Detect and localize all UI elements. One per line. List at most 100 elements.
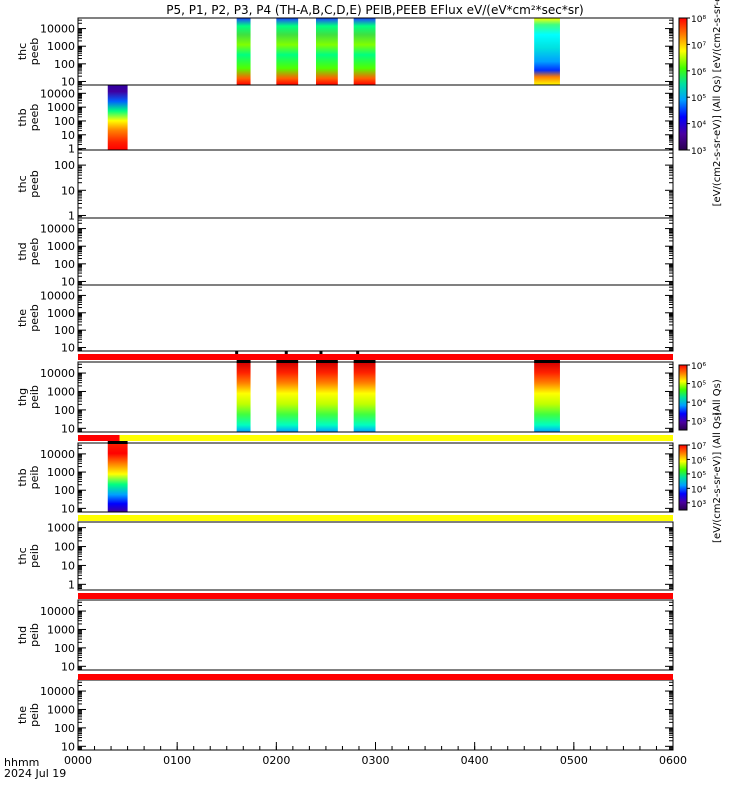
y-tick-label-3-1: 1000 <box>47 240 75 253</box>
y-axis-label-2-0: thc <box>16 175 29 192</box>
y-tick-label-6-2: 100 <box>54 484 75 497</box>
y-axis-label-0-0: thc <box>16 43 29 60</box>
spectrogram-block-5-4 <box>534 362 560 432</box>
y-tick-label-8-0: 10000 <box>40 605 75 618</box>
panel-6: 10000 1000 100 10 thb peib <box>16 441 674 515</box>
status-bar-2-0 <box>78 515 673 521</box>
y-tick-label-3-3: 10 <box>61 275 75 288</box>
y-tick-label-1-1: 1000 <box>47 101 75 114</box>
y-tick-label-9-2: 100 <box>54 722 75 735</box>
spectrogram-block-5-3 <box>353 362 376 432</box>
y-tick-label-0-3: 10 <box>61 75 75 88</box>
y-axis-label-1-0: thb <box>16 108 29 126</box>
panel-frame-1 <box>77 84 674 151</box>
x-tick-label-4: 0400 <box>461 754 489 767</box>
status-bar-3-0 <box>78 593 673 599</box>
y-tick-label-7-0: 1000 <box>47 522 75 535</box>
y-tick-label-3-2: 100 <box>54 258 75 271</box>
y-tick-label-4-1: 1000 <box>47 307 75 320</box>
figure-title: P5, P1, P2, P3, P4 (TH-A,B,C,D,E) PEIB,P… <box>166 3 583 17</box>
y-tick-label-1-4: 1 <box>68 143 75 156</box>
panel-8: 10000 1000 100 10 thd peib <box>16 599 674 673</box>
status-bar-4-0 <box>78 674 673 680</box>
y-axis-label-7-1: peib <box>28 544 41 568</box>
y-axis-label-5-0: thg <box>16 388 29 406</box>
y-tick-label-5-3: 10 <box>61 422 75 435</box>
y-tick-label-5-2: 100 <box>54 404 75 417</box>
colorbar-tick-label-1-3: 10³ <box>691 418 706 428</box>
y-axis-label-2-1: peeb <box>28 170 41 198</box>
spectrogram-block-0-1 <box>276 18 299 85</box>
y-tick-label-4-3: 10 <box>61 342 75 355</box>
status-bar-1-0 <box>78 435 120 441</box>
y-tick-label-6-1: 1000 <box>47 466 75 479</box>
status-bar-1-1 <box>119 435 673 441</box>
x-tick-label-6: 0600 <box>659 754 687 767</box>
y-axis-label-4-0: the <box>16 309 29 327</box>
y-tick-label-1-0: 10000 <box>40 87 75 100</box>
colorbar-tick-label-2-0: 10⁷ <box>691 442 706 452</box>
x-tick-label-3: 0300 <box>362 754 390 767</box>
spectrogram-block-5-0 <box>236 362 251 432</box>
y-axis-label-5-1: peib <box>28 385 41 409</box>
y-tick-label-1-3: 10 <box>61 129 75 142</box>
y-tick-label-8-3: 10 <box>61 660 75 673</box>
colorbar-tick-label-2-2: 10⁵ <box>691 471 706 481</box>
y-axis-label-9-1: peib <box>28 703 41 727</box>
y-tick-label-6-3: 10 <box>61 502 75 515</box>
y-tick-label-4-2: 100 <box>54 324 75 337</box>
spectrogram-block-1-0 <box>107 85 128 150</box>
y-tick-label-2-1: 10 <box>61 184 75 197</box>
status-marker-2 <box>319 351 323 354</box>
colorbar-scale-2 <box>678 444 688 511</box>
panel-0: 10000 1000 100 10 thc peeb <box>16 17 674 88</box>
y-axis-label-8-0: thd <box>16 626 29 644</box>
y-axis-label-1-1: peeb <box>28 104 41 132</box>
colorbar-tick-label-0-2: 10⁶ <box>691 68 706 78</box>
x-tick-label-1: 0100 <box>163 754 191 767</box>
spectrogram-block-0-2 <box>316 18 338 85</box>
x-tick-label-5: 0500 <box>560 754 588 767</box>
colorbar-tick-label-1-2: 10⁴ <box>691 399 706 409</box>
y-axis-label-0-1: peeb <box>28 38 41 66</box>
status-bar-0-0 <box>78 354 673 360</box>
panel-frame-8 <box>77 599 674 671</box>
panel-frame-9 <box>77 679 674 751</box>
spectrogram-block-0-0 <box>236 18 251 85</box>
y-axis-label-6-1: peib <box>28 466 41 490</box>
spectrogram-block-6-0 <box>107 443 128 512</box>
y-tick-label-7-3: 1 <box>68 578 75 591</box>
panel-5: 10000 1000 100 10 thg peib <box>16 360 674 435</box>
x-axis-label-top: hhmm <box>4 756 39 769</box>
colorbar-tick-label-0-5: 10³ <box>691 147 706 157</box>
colorbar-tick-label-1-0: 10⁶ <box>691 362 706 372</box>
y-tick-label-4-0: 10000 <box>40 289 75 302</box>
panel-frame-6 <box>77 442 674 513</box>
y-axis-label-4-1: peeb <box>28 304 41 332</box>
colorbar-label-2: [eV/(cm2-s-sr-eV)] (All Qs) <box>712 412 723 543</box>
colorbar-2: 10⁷ 10⁶ 10⁵ 10⁴ 10³ [eV/(cm2-s-sr-eV)] (All Q… <box>678 412 723 543</box>
y-axis-label-8-1: peib <box>28 623 41 647</box>
colorbar-label-0: [eV/(cm2-s-sr-eV)] (All Qs) [eV/(cm2-s-s… <box>712 0 723 206</box>
colorbar-tick-label-0-4: 10⁴ <box>691 121 706 131</box>
y-tick-label-5-0: 10000 <box>40 367 75 380</box>
y-axis-label-3-1: peeb <box>28 238 41 266</box>
colorbar-0: 10⁸ 10⁷ 10⁶ 10⁵ 10⁴ 10³ [eV/(cm2-s-sr-eV)] (Al… <box>678 0 723 206</box>
colorbar-scale-0 <box>678 17 688 151</box>
y-tick-label-2-0: 100 <box>54 159 75 172</box>
colorbar-1: 10⁶ 10⁵ 10⁴ 10³ (All Qs) <box>678 362 723 431</box>
y-tick-label-8-2: 100 <box>54 642 75 655</box>
colorbar-tick-label-1-1: 10⁵ <box>691 381 706 391</box>
panel-4: 10000 1000 100 10 the peeb <box>16 284 674 355</box>
colorbar-tick-label-0-1: 10⁷ <box>691 41 706 51</box>
status-marker-3 <box>356 351 360 354</box>
panel-9: 10000 1000 100 10 the peib <box>16 679 674 753</box>
colorbar-tick-label-0-3: 10⁵ <box>691 94 706 104</box>
x-axis-label-bottom: 2024 Jul 19 <box>4 767 66 780</box>
panel-frame-4 <box>77 284 674 352</box>
y-tick-label-7-2: 10 <box>61 559 75 572</box>
panel-7: 1000 100 10 1 thc peib <box>16 521 674 591</box>
y-tick-label-8-1: 1000 <box>47 623 75 636</box>
